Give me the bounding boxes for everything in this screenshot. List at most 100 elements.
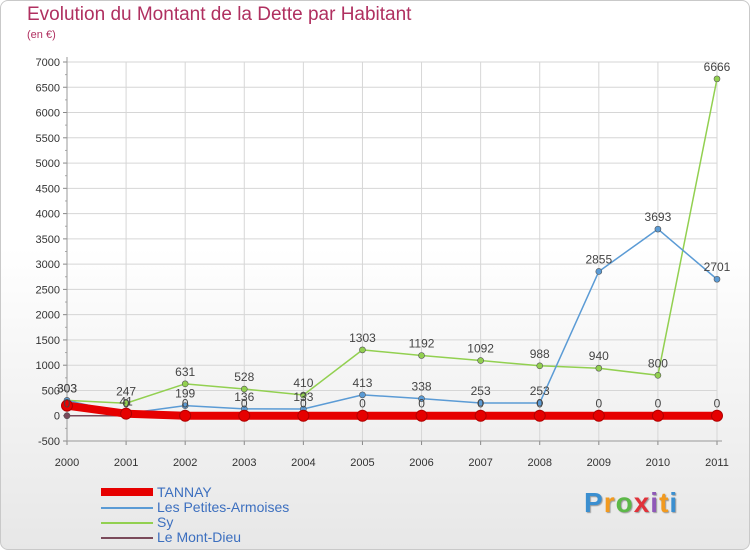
point-sy [359,346,366,354]
legend-swatch-sy [101,522,153,524]
x-tick-label: 2011 [705,457,729,469]
y-tick-labels: -500 0 500 1000 1500 2000 2500 3000 3500 4000 4500… [36,57,60,448]
point-sy [595,364,603,372]
point-les-petites-armoises [595,268,603,275]
data-label: 528 [234,370,254,384]
point-sy [181,380,189,388]
point-sy [477,357,484,364]
series-line-sy [66,78,718,405]
chart-title: Evolution du Montant de la Dette par Hab… [27,4,412,25]
data-label: 2701 [704,260,731,274]
x-tick-label: 2008 [527,457,551,469]
data-label: 940 [589,349,609,363]
point-tannay [297,409,310,422]
logo-letter: x [633,487,651,518]
point-tannay [592,409,605,422]
y-tick-label: 7000 [36,57,60,69]
data-label: 136 [234,390,254,404]
logo-letter: i [669,487,679,518]
legend-swatch-tannay [101,488,153,496]
y-tick-label: 4500 [36,183,60,195]
logo-letter: i [650,487,660,518]
point-les-petites-armoises [477,399,484,407]
point-tannay [711,409,723,422]
point-sy [713,75,721,83]
data-label: 253 [530,384,550,398]
y-tick-label: -500 [38,436,60,448]
point-sy [122,399,130,407]
data-label: 338 [412,380,432,394]
point-sy [300,391,307,399]
data-label: 0 [359,397,366,411]
series-line-tannay [63,401,721,420]
data-label: 0 [595,397,602,411]
y-tick-label: 5500 [36,133,60,145]
legend-swatch-les-petites-armoises [101,507,153,509]
point-les-petites-armoises [181,402,189,409]
data-label: 1092 [467,342,494,356]
data-label: 253 [471,384,491,398]
x-tick-label: 2005 [350,457,374,469]
data-label: 3693 [645,210,672,224]
point-tannay [415,409,428,422]
data-label: 41 [119,395,133,409]
series-line-les-petites-armoises [66,228,718,415]
logo-letter: t [659,487,670,518]
point-sy [654,372,662,379]
point-les-petites-armoises [359,391,366,399]
point-les-petites-armoises [536,399,544,407]
y-tick-label: 3500 [36,234,60,246]
point-sy [240,385,248,393]
x-tick-label: 2000 [55,457,79,469]
point-le-mont-dieu [63,412,71,420]
legend-label-tannay: TANNAY [157,484,212,500]
y-tick-label: 2500 [36,284,60,296]
data-label: 0 [241,397,248,411]
data-label: 247 [116,384,136,398]
point-tannay [533,409,546,422]
y-tick-label: 500 [42,385,60,397]
y-tick-label: 5000 [36,158,60,170]
axes [63,57,722,445]
data-label: 410 [293,376,313,390]
grid [66,61,718,442]
logo-letter: o [615,487,634,518]
legend-label-le-mont-dieu: Le Mont-Dieu [157,529,242,545]
data-label: 6666 [704,60,731,74]
data-label: 0 [714,397,721,411]
point-tannay [120,407,133,420]
data-label: 0 [536,397,543,411]
legend-label-sy: Sy [157,514,174,530]
x-tick-label: 2004 [291,457,315,469]
data-label: 0 [123,397,130,411]
y-tick-label: 1500 [36,335,60,347]
y-tick-label: 2000 [36,310,60,322]
y-tick-label: 6500 [36,82,60,94]
x-tick-label: 2001 [114,457,138,469]
chart-subtitle: (en €) [27,29,56,41]
series-layer [61,75,723,422]
data-label: 0 [64,397,71,411]
point-tannay [61,399,73,412]
logo-letter: P [584,487,604,518]
data-label: 0 [300,397,307,411]
y-tick-label: 6000 [36,108,60,120]
data-label: 631 [175,365,195,379]
x-tick-label: 2007 [468,457,492,469]
y-tick-label: 1000 [36,360,60,372]
legend-label-les-petites-armoises: Les Petites-Armoises [157,499,290,515]
data-label: 0 [655,397,662,411]
point-tannay [356,409,369,422]
logo-letter: r [603,487,616,518]
proxiti-logo: Proxiti [584,487,678,519]
point-tannay [238,409,251,422]
data-label: 303 [57,381,77,395]
data-label: 2855 [585,252,612,266]
data-label: 800 [648,356,668,370]
data-label: 1192 [409,336,435,350]
y-tick-label: 3000 [36,259,60,271]
data-label: 133 [293,390,313,404]
